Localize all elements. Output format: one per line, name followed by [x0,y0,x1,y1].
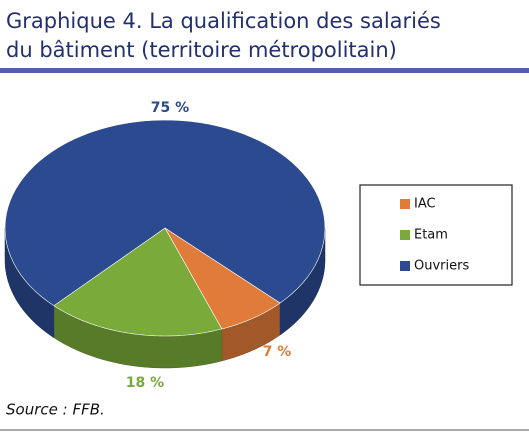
pie-slice [53,227,223,337]
chart-title: du bâtiment (territoire métropolitain) [6,38,397,62]
legend-swatch [400,230,410,240]
legend-swatch [400,199,410,209]
legend-box [359,184,513,286]
value-label: 18 % [126,375,164,391]
chart-title: Graphique 4. La qualification des salari… [6,9,441,33]
pie-slice [4,119,326,307]
legend-swatch [400,261,410,271]
legend-label: Etam [414,228,448,243]
value-label: 7 % [263,344,292,360]
source: Source : FFB. [6,401,105,419]
legend-label: IAC [414,197,436,212]
pie-slice [164,227,281,330]
title-rule [0,68,529,73]
legend-label: Ouvriers [414,259,469,274]
value-label: 75 % [151,100,189,116]
